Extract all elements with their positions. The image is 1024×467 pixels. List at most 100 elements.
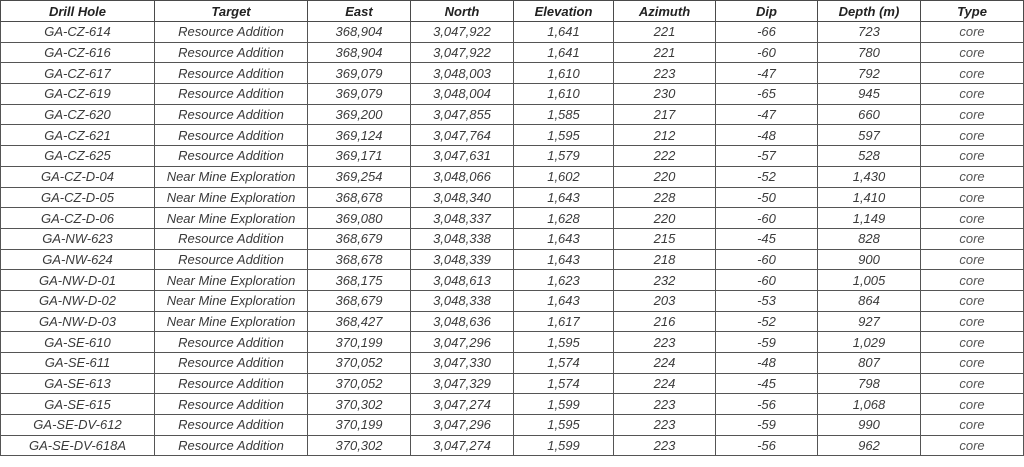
cell-east: 369,200 bbox=[307, 103, 411, 126]
cell-depth: 1,149 bbox=[817, 207, 921, 229]
cell-north: 3,048,338 bbox=[410, 227, 514, 250]
cell-azimuth: 224 bbox=[613, 372, 716, 395]
cell-type: core bbox=[920, 310, 1024, 333]
cell-dip: -47 bbox=[715, 103, 818, 126]
cell-dip: -60 bbox=[715, 41, 818, 64]
cell-elevation: 1,641 bbox=[513, 21, 614, 43]
cell-elevation: 1,643 bbox=[513, 248, 614, 271]
cell-target: Resource Addition bbox=[154, 62, 308, 85]
table-row: GA-NW-D-01 Near Mine Exploration 368,175 3,… bbox=[0, 269, 1024, 291]
cell-east: 369,124 bbox=[307, 124, 411, 147]
cell-drill-hole: GA-NW-623 bbox=[0, 227, 155, 250]
cell-elevation: 1,610 bbox=[513, 62, 614, 85]
cell-target: Resource Addition bbox=[154, 103, 308, 126]
cell-type: core bbox=[920, 21, 1024, 43]
cell-type: core bbox=[920, 145, 1024, 167]
cell-dip: -52 bbox=[715, 310, 818, 333]
cell-dip: -48 bbox=[715, 124, 818, 147]
cell-azimuth: 230 bbox=[613, 83, 716, 105]
cell-target: Resource Addition bbox=[154, 414, 308, 436]
table-row: GA-CZ-625 Resource Addition 369,171 3,047,6… bbox=[0, 145, 1024, 167]
cell-dip: -53 bbox=[715, 289, 818, 312]
cell-azimuth: 223 bbox=[613, 331, 716, 353]
cell-elevation: 1,599 bbox=[513, 434, 614, 457]
cell-drill-hole: GA-SE-DV-612 bbox=[0, 414, 155, 436]
cell-elevation: 1,610 bbox=[513, 83, 614, 105]
cell-depth: 798 bbox=[817, 372, 921, 395]
cell-elevation: 1,623 bbox=[513, 269, 614, 291]
cell-east: 369,171 bbox=[307, 145, 411, 167]
cell-target: Near Mine Exploration bbox=[154, 207, 308, 229]
cell-depth: 780 bbox=[817, 41, 921, 64]
cell-azimuth: 223 bbox=[613, 393, 716, 416]
cell-north: 3,048,340 bbox=[410, 186, 514, 209]
cell-type: core bbox=[920, 434, 1024, 457]
header-row: Drill Hole Target East North Elevation Azimut… bbox=[0, 0, 1024, 22]
cell-target: Resource Addition bbox=[154, 434, 308, 457]
cell-north: 3,048,337 bbox=[410, 207, 514, 229]
table-row: GA-CZ-D-05 Near Mine Exploration 368,678 3,… bbox=[0, 186, 1024, 209]
cell-dip: -59 bbox=[715, 414, 818, 436]
cell-north: 3,047,764 bbox=[410, 124, 514, 147]
cell-target: Near Mine Exploration bbox=[154, 269, 308, 291]
cell-east: 369,254 bbox=[307, 165, 411, 188]
cell-depth: 927 bbox=[817, 310, 921, 333]
cell-type: core bbox=[920, 41, 1024, 64]
cell-depth: 1,005 bbox=[817, 269, 921, 291]
cell-azimuth: 228 bbox=[613, 186, 716, 209]
drill-hole-table: Drill Hole Target East North Elevation Azimut… bbox=[0, 0, 1024, 457]
cell-dip: -60 bbox=[715, 207, 818, 229]
cell-north: 3,047,296 bbox=[410, 414, 514, 436]
cell-type: core bbox=[920, 289, 1024, 312]
cell-north: 3,047,922 bbox=[410, 21, 514, 43]
cell-east: 368,679 bbox=[307, 289, 411, 312]
table-row: GA-SE-611 Resource Addition 370,052 3,047,3… bbox=[0, 352, 1024, 374]
cell-drill-hole: GA-SE-615 bbox=[0, 393, 155, 416]
cell-type: core bbox=[920, 352, 1024, 374]
cell-north: 3,048,613 bbox=[410, 269, 514, 291]
cell-east: 368,904 bbox=[307, 21, 411, 43]
cell-type: core bbox=[920, 103, 1024, 126]
cell-dip: -56 bbox=[715, 434, 818, 457]
cell-east: 370,199 bbox=[307, 414, 411, 436]
cell-east: 368,175 bbox=[307, 269, 411, 291]
cell-elevation: 1,643 bbox=[513, 289, 614, 312]
cell-type: core bbox=[920, 165, 1024, 188]
table-row: GA-CZ-617 Resource Addition 369,079 3,048,0… bbox=[0, 62, 1024, 85]
cell-east: 370,052 bbox=[307, 372, 411, 395]
cell-east: 370,199 bbox=[307, 331, 411, 353]
cell-north: 3,048,066 bbox=[410, 165, 514, 188]
cell-target: Resource Addition bbox=[154, 393, 308, 416]
cell-east: 368,679 bbox=[307, 227, 411, 250]
cell-dip: -45 bbox=[715, 227, 818, 250]
cell-elevation: 1,641 bbox=[513, 41, 614, 64]
cell-depth: 1,029 bbox=[817, 331, 921, 353]
column-header-drill-hole: Drill Hole bbox=[0, 0, 155, 22]
cell-north: 3,047,274 bbox=[410, 393, 514, 416]
cell-east: 368,678 bbox=[307, 248, 411, 271]
cell-depth: 990 bbox=[817, 414, 921, 436]
table-row: GA-CZ-D-04 Near Mine Exploration 369,254 3,… bbox=[0, 165, 1024, 188]
cell-type: core bbox=[920, 393, 1024, 416]
cell-azimuth: 223 bbox=[613, 414, 716, 436]
column-header-dip: Dip bbox=[715, 0, 818, 22]
cell-target: Resource Addition bbox=[154, 331, 308, 353]
table-row: GA-CZ-620 Resource Addition 369,200 3,047,8… bbox=[0, 103, 1024, 126]
cell-elevation: 1,595 bbox=[513, 124, 614, 147]
cell-depth: 597 bbox=[817, 124, 921, 147]
cell-target: Resource Addition bbox=[154, 41, 308, 64]
cell-elevation: 1,643 bbox=[513, 227, 614, 250]
cell-dip: -47 bbox=[715, 62, 818, 85]
cell-elevation: 1,585 bbox=[513, 103, 614, 126]
cell-elevation: 1,617 bbox=[513, 310, 614, 333]
cell-north: 3,048,636 bbox=[410, 310, 514, 333]
cell-dip: -60 bbox=[715, 248, 818, 271]
cell-depth: 945 bbox=[817, 83, 921, 105]
cell-north: 3,047,274 bbox=[410, 434, 514, 457]
cell-drill-hole: GA-SE-613 bbox=[0, 372, 155, 395]
cell-drill-hole: GA-CZ-617 bbox=[0, 62, 155, 85]
cell-azimuth: 221 bbox=[613, 41, 716, 64]
cell-type: core bbox=[920, 124, 1024, 147]
cell-elevation: 1,643 bbox=[513, 186, 614, 209]
cell-depth: 792 bbox=[817, 62, 921, 85]
